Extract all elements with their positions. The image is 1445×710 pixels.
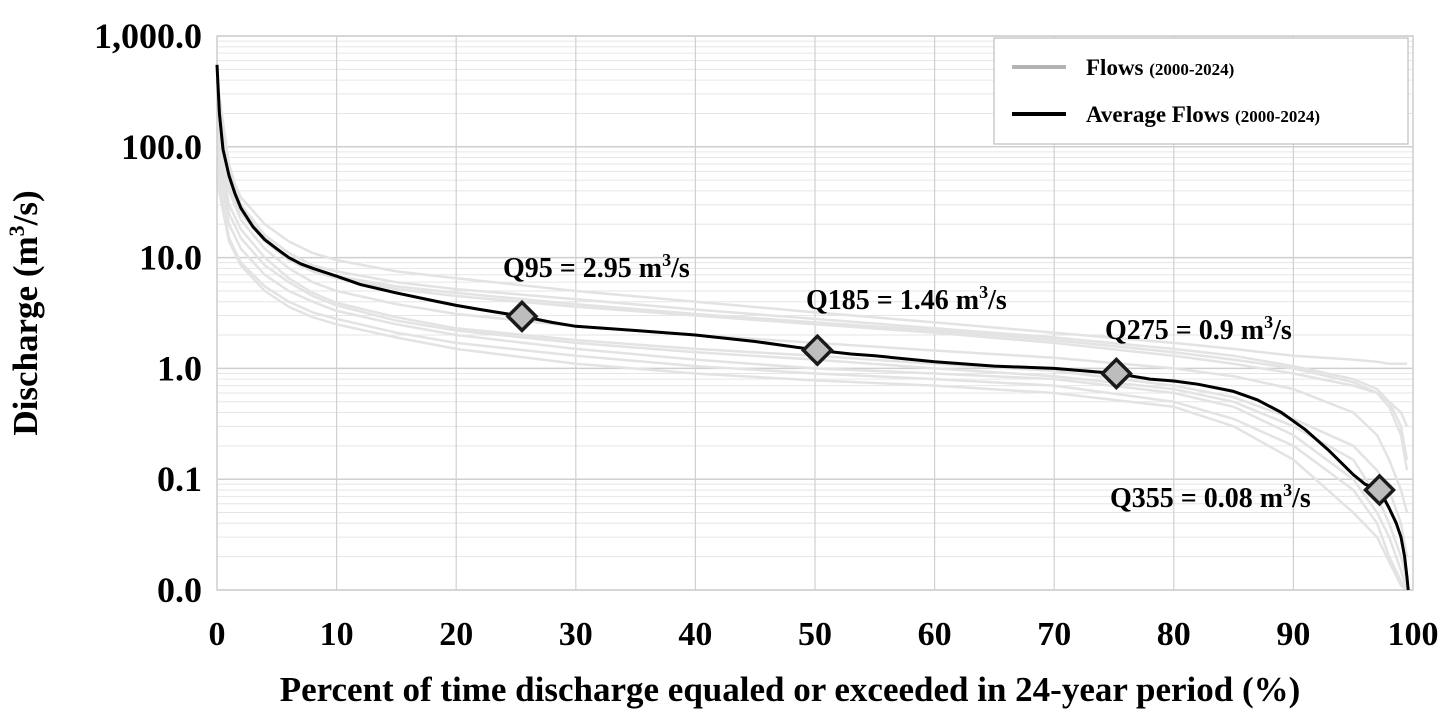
x-tick-label: 20 (439, 616, 473, 653)
y-tick-label: 1.0 (157, 348, 202, 388)
y-tick-label: 100.0 (121, 127, 202, 167)
annual-flow-line (215, 79, 1409, 460)
annotation-q355: Q355 = 0.08 m3/s (1110, 480, 1311, 514)
annual-flow-curves (215, 79, 1409, 591)
annual-flow-line (215, 137, 1409, 557)
x-tick-label: 40 (678, 616, 712, 653)
annual-flow-line (215, 179, 1408, 591)
annual-flow-line (215, 127, 1409, 513)
annotation-q95: Q95 = 2.95 m3/s (503, 250, 690, 284)
y-axis-title: Discharge (m3/s) (4, 190, 45, 435)
x-tick-labels: 0 10 20 30 40 50 60 70 80 90 100 (209, 616, 1439, 653)
x-tick-label: 90 (1276, 616, 1310, 653)
x-tick-label: 60 (918, 616, 952, 653)
legend-label-flows: Flows (2000-2024) (1086, 55, 1234, 80)
plot-area-border (216, 35, 1414, 591)
x-tick-label: 50 (798, 616, 832, 653)
annual-flow-line (215, 171, 1409, 591)
quantile-markers (505, 299, 1396, 507)
y-tick-label: 0.1 (157, 459, 202, 499)
legend: Flows (2000-2024) Average Flows (2000-20… (993, 37, 1409, 145)
annotation-q185: Q185 = 1.46 m3/s (806, 282, 1007, 316)
x-tick-label: 0 (209, 616, 226, 653)
annotation-q275: Q275 = 0.9 m3/s (1105, 312, 1292, 346)
y-tick-labels: 1,000.0 100.0 10.0 1.0 0.1 0.0 (94, 16, 202, 610)
annual-flow-line (215, 146, 1409, 582)
y-tick-label: 0.0 (157, 570, 202, 610)
legend-box (993, 37, 1409, 145)
x-tick-label: 80 (1157, 616, 1191, 653)
quantile-marker (800, 333, 834, 367)
quantile-marker (505, 299, 539, 333)
y-tick-label: 10.0 (139, 238, 202, 278)
legend-label-average: Average Flows (2000-2024) (1086, 102, 1320, 127)
annual-flow-line (215, 113, 1409, 427)
x-tick-label: 100 (1388, 616, 1439, 653)
x-axis-title: Percent of time discharge equaled or exc… (280, 670, 1301, 709)
x-tick-label: 10 (320, 616, 354, 653)
quantile-marker (1099, 356, 1133, 390)
x-tick-label: 30 (559, 616, 593, 653)
annual-flow-line (215, 157, 1409, 591)
x-tick-label: 70 (1037, 616, 1071, 653)
y-tick-label: 1,000.0 (94, 16, 202, 56)
annual-flow-line (215, 93, 1407, 366)
quantile-marker (1363, 473, 1396, 507)
